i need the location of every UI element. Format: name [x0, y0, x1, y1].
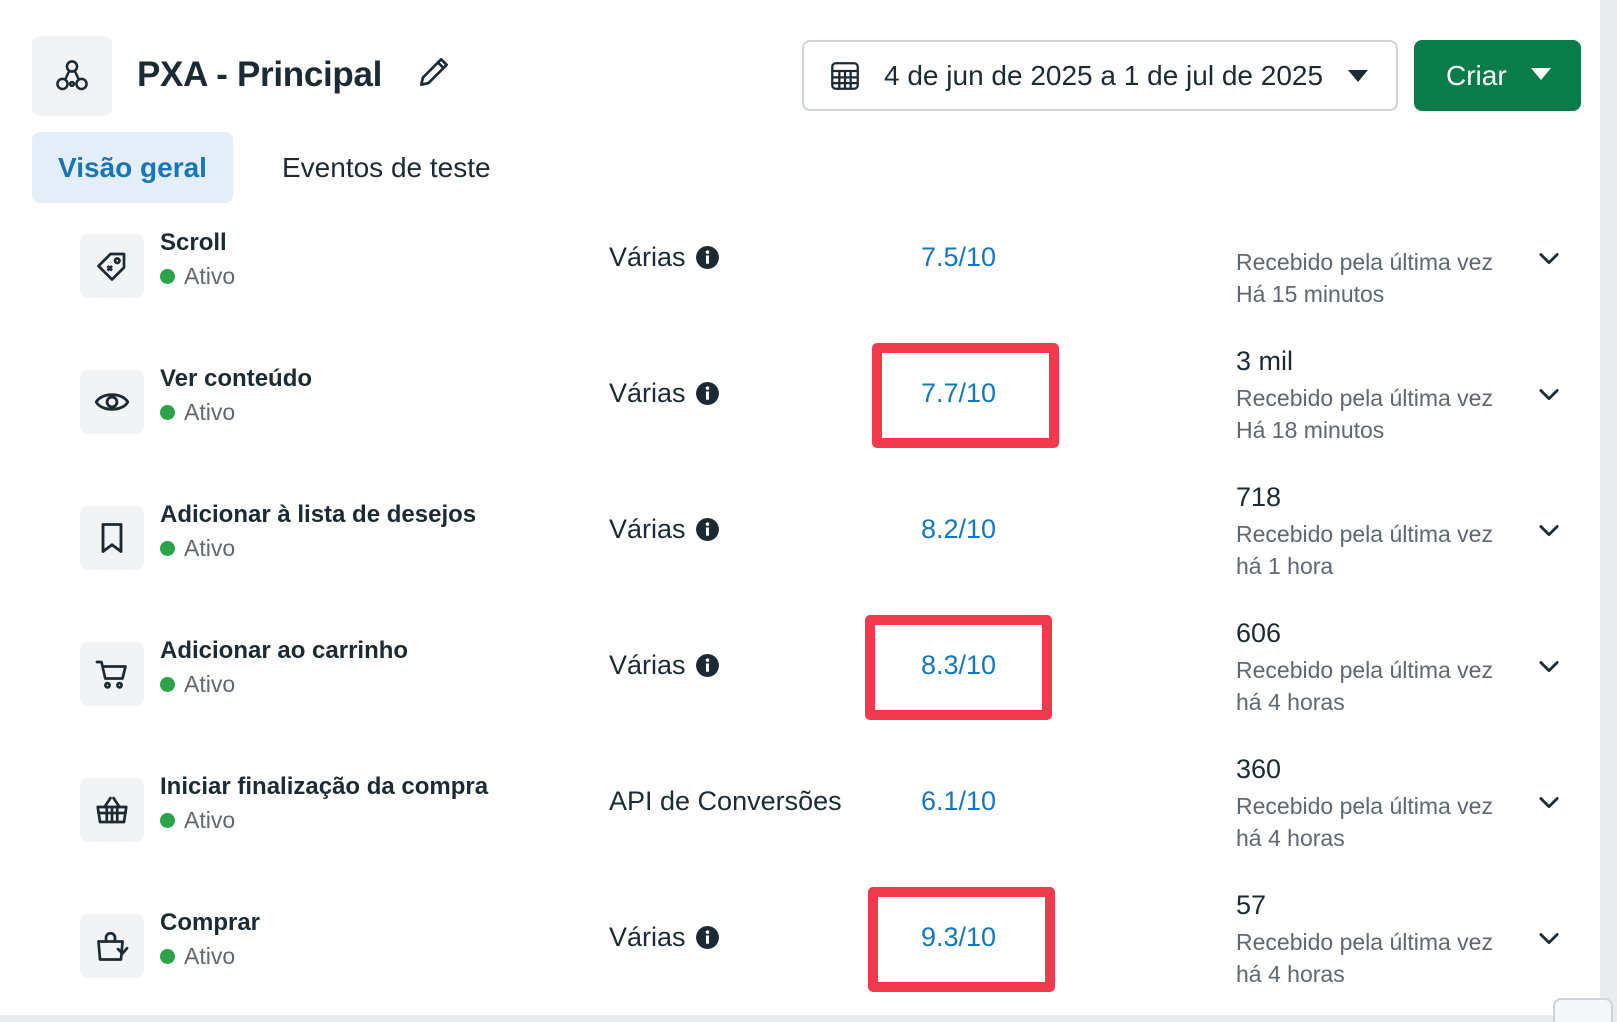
- event-count: 57: [1236, 890, 1267, 920]
- event-name: Ver conteúdo: [160, 365, 313, 392]
- status-dot: [160, 949, 175, 964]
- info-icon[interactable]: [695, 517, 720, 542]
- integration: Várias: [609, 514, 720, 545]
- event-status: Ativo: [160, 807, 235, 834]
- event-icon-box: [80, 234, 144, 298]
- status-dot: [160, 405, 175, 420]
- integration-label: API de Conversões: [609, 786, 842, 816]
- event-status: Ativo: [160, 263, 235, 290]
- pencil-icon[interactable]: [415, 53, 453, 91]
- cart-icon: [95, 660, 127, 689]
- pixel-icon-box: [32, 36, 112, 116]
- chevron-down-icon[interactable]: [1535, 380, 1563, 408]
- integration-label: Várias: [609, 242, 686, 272]
- pixel-network-icon: [56, 60, 88, 91]
- event-status: Ativo: [160, 535, 235, 562]
- bookmark-icon: [101, 523, 123, 553]
- event-match-quality-score[interactable]: 8.3/10: [921, 650, 997, 680]
- last-received: Recebido pela última vez há 4 horas: [1236, 793, 1493, 851]
- page-title: PXA - Principal: [137, 55, 383, 94]
- event-match-quality-score[interactable]: 6.1/10: [921, 786, 997, 816]
- last-received: Recebido pela última vez há 4 horas: [1236, 929, 1493, 987]
- event-name: Adicionar à lista de desejos: [160, 501, 477, 528]
- status-dot: [160, 541, 175, 556]
- event-status: Ativo: [160, 399, 235, 426]
- status-label: Ativo: [184, 943, 236, 969]
- event-match-quality-score[interactable]: 7.7/10: [921, 378, 997, 408]
- event-row-initiate-checkout[interactable]: Iniciar finalização da compra Ativo API …: [0, 734, 1600, 870]
- event-icon-box: [80, 370, 144, 434]
- date-range-label: 4 de jun de 2025 a 1 de jul de 2025: [884, 59, 1324, 91]
- integration-label: Várias: [609, 378, 686, 408]
- chevron-down-icon[interactable]: [1535, 924, 1563, 952]
- event-name: Adicionar ao carrinho: [160, 637, 409, 664]
- info-icon[interactable]: [695, 381, 720, 406]
- event-status: Ativo: [160, 943, 235, 970]
- event-name: Iniciar finalização da compra: [160, 773, 489, 800]
- caret-down-icon: [1348, 70, 1368, 82]
- page-header: PXA - Principal 4 de jun de 2025 a 1 de …: [0, 0, 1600, 215]
- info-icon[interactable]: [695, 925, 720, 950]
- create-button[interactable]: Criar: [1414, 40, 1581, 111]
- integration-label: Várias: [609, 650, 686, 680]
- last-received: Recebido pela última vez há 1 hora: [1236, 521, 1493, 579]
- status-dot: [160, 269, 175, 284]
- event-icon-box: [80, 914, 144, 978]
- event-name: Scroll: [160, 229, 227, 256]
- status-dot: [160, 677, 175, 692]
- info-icon[interactable]: [695, 653, 720, 678]
- calendar-icon: [831, 61, 859, 90]
- status-label: Ativo: [184, 671, 236, 697]
- integration: Várias: [609, 378, 720, 409]
- event-status: Ativo: [160, 671, 235, 698]
- create-button-label: Criar: [1446, 59, 1507, 91]
- status-label: Ativo: [184, 807, 236, 833]
- event-match-quality-score[interactable]: 8.2/10: [921, 514, 997, 544]
- event-row-scroll[interactable]: Scroll Ativo Várias 7.5/10 Recebido pela…: [0, 190, 1600, 326]
- event-row-add-to-cart[interactable]: Adicionar ao carrinho Ativo Várias 8.3/1…: [0, 598, 1600, 734]
- basket-icon: [96, 796, 128, 824]
- status-dot: [160, 813, 175, 828]
- eye-icon: [94, 393, 130, 411]
- tag-icon: [97, 252, 126, 281]
- event-icon-box: [80, 642, 144, 706]
- chevron-down-icon[interactable]: [1535, 244, 1563, 272]
- info-icon[interactable]: [695, 245, 720, 270]
- integration: Várias: [609, 650, 720, 681]
- event-row-view-content[interactable]: Ver conteúdo Ativo Várias 7.7/10 3 mil R…: [0, 326, 1600, 462]
- event-name: Comprar: [160, 909, 261, 936]
- corner-widget-button[interactable]: [1553, 998, 1613, 1022]
- event-count: 718: [1236, 482, 1282, 512]
- caret-down-icon: [1531, 68, 1551, 80]
- shopping-bag-icon: [97, 931, 129, 961]
- integration-label: Várias: [609, 514, 686, 544]
- event-row-add-to-wishlist[interactable]: Adicionar à lista de desejos Ativo Vária…: [0, 462, 1600, 598]
- event-count: 3 mil: [1236, 346, 1294, 376]
- last-received: Recebido pela última vez há 4 horas: [1236, 657, 1493, 715]
- integration-label: Várias: [609, 922, 686, 952]
- integration: Várias: [609, 242, 720, 273]
- event-count: 360: [1236, 754, 1282, 784]
- tab-test-events[interactable]: Eventos de teste: [282, 151, 491, 183]
- last-received: Recebido pela última vez Há 18 minutos: [1236, 385, 1493, 443]
- event-row-purchase[interactable]: Comprar Ativo Várias 9.3/10 57 Recebido …: [0, 870, 1600, 1006]
- date-range-picker[interactable]: 4 de jun de 2025 a 1 de jul de 2025: [802, 40, 1398, 111]
- chevron-down-icon[interactable]: [1535, 516, 1563, 544]
- event-icon-box: [80, 506, 144, 570]
- chevron-down-icon[interactable]: [1535, 788, 1563, 816]
- integration: API de Conversões: [609, 786, 842, 817]
- event-count: 606: [1236, 618, 1282, 648]
- event-icon-box: [80, 778, 144, 842]
- last-received: Recebido pela última vez Há 15 minutos: [1236, 249, 1493, 307]
- chevron-down-icon[interactable]: [1535, 652, 1563, 680]
- integration: Várias: [609, 922, 720, 953]
- event-match-quality-score[interactable]: 7.5/10: [921, 242, 997, 272]
- status-label: Ativo: [184, 263, 236, 289]
- status-label: Ativo: [184, 399, 236, 425]
- status-label: Ativo: [184, 535, 236, 561]
- tab-overview[interactable]: Visão geral: [32, 132, 233, 203]
- event-match-quality-score[interactable]: 9.3/10: [921, 922, 997, 952]
